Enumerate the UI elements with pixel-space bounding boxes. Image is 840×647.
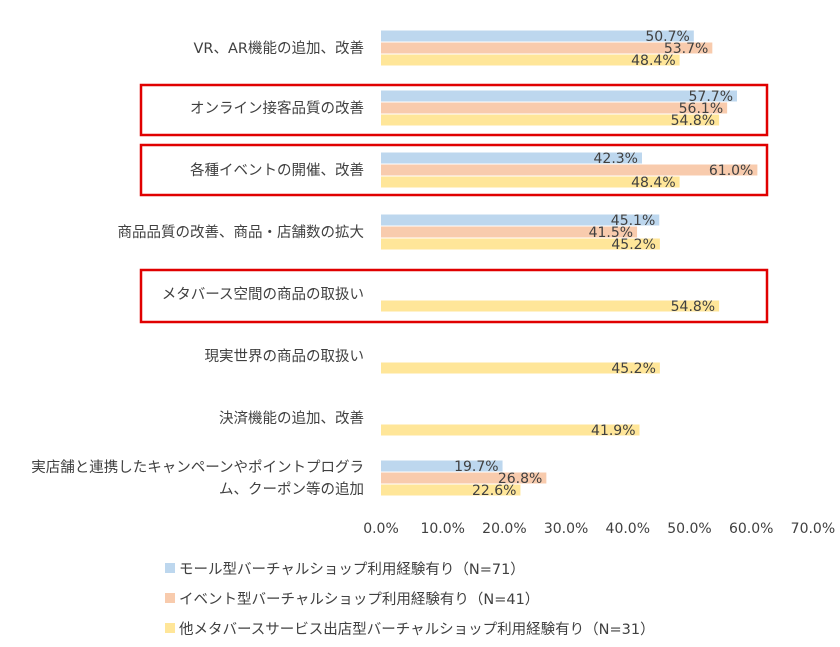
data-label: 53.7% — [664, 41, 708, 57]
data-label: 54.8% — [671, 113, 715, 129]
highlight-box — [139, 83, 769, 137]
bar — [381, 226, 638, 238]
x-tick-label: 50.0% — [667, 521, 711, 537]
legend-label-metaverse: 他メタバースサービス出店型バーチャルショップ利用経験有り（N=31） — [179, 621, 655, 638]
category-label: メタバース空間の商品の取扱い — [162, 286, 364, 303]
x-tick-label: 60.0% — [729, 521, 773, 537]
legend-label-event: イベント型バーチャルショップ利用経験有り（N=41） — [179, 591, 540, 608]
bar — [381, 114, 720, 126]
x-tick-label: 20.0% — [482, 521, 526, 537]
data-label: 45.2% — [611, 237, 655, 253]
legend-item-metaverse: 他メタバースサービス出店型バーチャルショップ利用経験有り（N=31） — [165, 613, 805, 643]
bar — [381, 424, 640, 436]
data-label: 57.7% — [689, 89, 733, 105]
bar — [381, 238, 660, 250]
legend-swatch-mall — [165, 563, 175, 573]
bar — [381, 54, 680, 66]
highlight-box — [139, 268, 769, 324]
chart-legend: モール型バーチャルショップ利用経験有り（N=71） イベント型バーチャルショップ… — [165, 553, 805, 643]
data-label: 48.4% — [631, 175, 675, 191]
bar — [381, 484, 521, 496]
category-label: オンライン接客品質の改善 — [190, 99, 364, 117]
x-tick-label: 70.0% — [791, 521, 835, 537]
category-label: 各種イベントの開催、改善 — [190, 162, 364, 179]
x-tick-label: 40.0% — [606, 521, 650, 537]
bar — [381, 176, 680, 188]
bar — [381, 300, 720, 312]
bar — [381, 152, 642, 164]
x-tick-label: 30.0% — [544, 521, 588, 537]
bar — [381, 102, 728, 114]
legend-item-mall: モール型バーチャルショップ利用経験有り（N=71） — [165, 553, 805, 583]
bar — [381, 460, 503, 472]
category-label: ム、クーポン等の追加 — [219, 480, 364, 498]
data-label: 22.6% — [472, 483, 516, 499]
data-label: 42.3% — [594, 151, 638, 167]
category-label: 現実世界の商品の取扱い — [205, 348, 365, 365]
category-label: VR、AR機能の追加、改善 — [194, 40, 365, 57]
bar — [381, 362, 660, 374]
data-label: 41.5% — [589, 225, 633, 241]
data-label: 45.2% — [611, 361, 655, 377]
data-label: 41.9% — [591, 423, 635, 439]
category-label: 商品品質の改善、商品・店舗数の拡大 — [118, 223, 365, 241]
highlight-box — [139, 143, 769, 197]
bar — [381, 472, 547, 484]
x-tick-label: 0.0% — [363, 521, 399, 537]
data-label: 48.4% — [631, 53, 675, 69]
legend-swatch-event — [165, 593, 175, 603]
bar — [381, 214, 660, 226]
data-label: 54.8% — [671, 299, 715, 315]
data-label: 61.0% — [709, 163, 753, 179]
x-tick-label: 10.0% — [420, 521, 464, 537]
data-label: 50.7% — [645, 29, 689, 45]
category-label: 決済機能の追加、改善 — [219, 410, 364, 427]
bar — [381, 42, 713, 54]
data-label: 26.8% — [498, 471, 542, 487]
data-label: 56.1% — [679, 101, 723, 117]
legend-swatch-metaverse — [165, 623, 175, 633]
data-label: 19.7% — [454, 459, 498, 475]
bar — [381, 90, 738, 102]
category-label: 実店舗と連携したキャンペーンやポイントプログラ — [31, 459, 364, 476]
legend-item-event: イベント型バーチャルショップ利用経験有り（N=41） — [165, 583, 805, 613]
bar — [381, 164, 758, 176]
legend-label-mall: モール型バーチャルショップ利用経験有り（N=71） — [179, 561, 525, 578]
bar — [381, 30, 694, 42]
data-label: 45.1% — [611, 213, 655, 229]
